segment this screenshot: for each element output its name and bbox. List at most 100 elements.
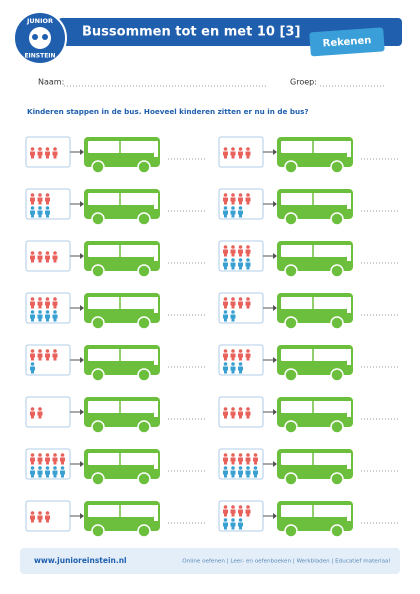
kid-head [53, 297, 57, 301]
kid-body [230, 197, 236, 205]
red-kids [30, 251, 58, 263]
kid-head [238, 206, 243, 210]
kid-head [45, 251, 50, 255]
kid-body [45, 197, 50, 205]
kid-body [245, 262, 251, 270]
kid-head [246, 193, 250, 197]
kid-body [253, 470, 258, 478]
logo-top: JUNIOR [26, 17, 53, 25]
kid-body [238, 301, 243, 309]
kid-head [38, 466, 42, 470]
kid-body [245, 457, 251, 465]
kid-body [223, 314, 228, 322]
kid-head [231, 147, 235, 151]
kid-body [37, 353, 43, 361]
kid-head [238, 258, 243, 262]
kid-body [45, 301, 50, 309]
kid-body [37, 470, 43, 478]
arrow-head [273, 513, 277, 519]
kid-head [246, 258, 250, 262]
arrow-head [273, 201, 277, 207]
kid-body [45, 151, 50, 159]
kid-body [52, 353, 58, 361]
exercise [25, 396, 206, 434]
kid-body [30, 366, 35, 374]
kid-body [30, 210, 35, 218]
red-kids [223, 193, 251, 205]
kid-head [231, 245, 235, 249]
kid-body [238, 197, 243, 205]
kid-body [230, 151, 236, 159]
kid-body [45, 314, 50, 322]
kid-body [238, 457, 243, 465]
kid-head [231, 349, 235, 353]
kid-head [246, 147, 250, 151]
arrow-head [273, 149, 277, 155]
kid-body [230, 353, 236, 361]
kid-body [223, 470, 228, 478]
kid-head [223, 297, 228, 301]
red-kids [223, 349, 251, 361]
kid-body [223, 210, 228, 218]
red-kids [30, 349, 58, 361]
kid-head [45, 147, 50, 151]
kid-head [238, 466, 243, 470]
kid-head [231, 518, 235, 522]
kid-head [223, 453, 228, 457]
arrow-head [80, 409, 84, 415]
kid-body [245, 301, 251, 309]
kid-head [238, 407, 243, 411]
kid-head [38, 193, 42, 197]
kid-body [230, 509, 236, 517]
red-kids [30, 193, 50, 205]
kid-body [45, 515, 50, 523]
kid-body [245, 197, 251, 205]
red-kids [30, 511, 50, 523]
kid-head [30, 362, 35, 366]
kid-head [30, 511, 35, 515]
kid-head [30, 349, 35, 353]
kid-head [30, 206, 35, 210]
exercise [218, 396, 399, 434]
kid-body [245, 470, 251, 478]
kid-head [238, 245, 243, 249]
kid-body [37, 457, 43, 465]
kid-head [45, 310, 50, 314]
kid-body [45, 470, 50, 478]
exercise [218, 136, 399, 174]
kid-head [223, 466, 228, 470]
red-kids [223, 453, 258, 465]
group-label: Groep: [290, 78, 317, 87]
kid-head [238, 518, 243, 522]
kid-body [45, 255, 50, 263]
kid-head [238, 297, 243, 301]
kid-body [52, 301, 58, 309]
kid-head [238, 349, 243, 353]
name-label: Naam: [38, 78, 64, 87]
kid-body [230, 314, 236, 322]
kid-body [30, 515, 35, 523]
kid-body [223, 366, 228, 374]
blue-kids [223, 258, 251, 270]
kid-head [45, 349, 50, 353]
arrow-head [80, 357, 84, 363]
kid-head [30, 297, 35, 301]
kid-body [245, 411, 251, 419]
kid-head [53, 453, 57, 457]
kid-body [245, 509, 251, 517]
kid-head [246, 407, 250, 411]
red-kids [223, 245, 251, 257]
kid-body [253, 457, 258, 465]
kid-body [230, 366, 236, 374]
kid-body [223, 249, 228, 257]
kid-head [30, 466, 35, 470]
kid-body [30, 151, 35, 159]
kid-body [238, 366, 243, 374]
kid-body [52, 255, 58, 263]
kid-body [238, 249, 243, 257]
blue-kids [30, 466, 65, 478]
kid-body [223, 301, 228, 309]
footer-bar [20, 548, 400, 574]
arrow-head [80, 253, 84, 259]
